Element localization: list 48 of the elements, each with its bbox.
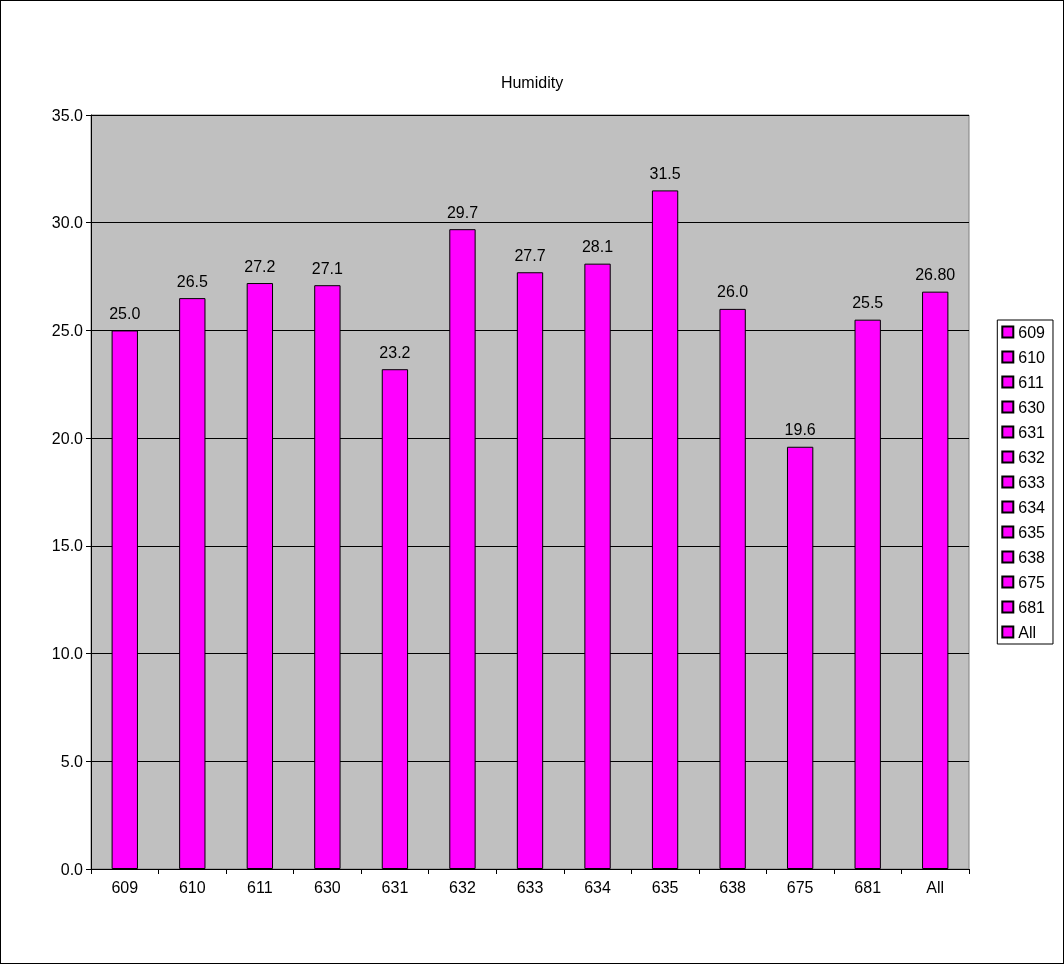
legend-label: 681 [1018,598,1046,616]
legend-label: 638 [1018,548,1046,566]
x-tick-label: 634 [584,878,611,896]
legend-label: 635 [1018,523,1046,541]
data-label: 31.5 [649,164,681,182]
legend-label: 675 [1018,573,1046,591]
y-tick-label: 15.0 [51,537,84,555]
x-tick-label: 632 [449,878,476,896]
x-tick-label: All [926,878,945,896]
x-tick-label: 675 [786,878,814,896]
legend-label: 632 [1018,448,1046,466]
data-label: 27.2 [244,257,276,275]
data-label: 19.6 [784,421,816,439]
legend-label: 609 [1018,323,1046,341]
legend-label: 630 [1018,398,1046,416]
legend-label: 611 [1018,373,1044,391]
data-label: 26.0 [717,283,749,301]
x-tick-label: 635 [651,878,679,896]
x-tick-label: 611 [247,878,273,896]
legend-label: 634 [1018,498,1046,516]
legend-label: 633 [1018,473,1046,491]
chart-title: Humidity [500,73,564,91]
y-tick-label: 25.0 [51,321,84,339]
x-tick-label: 630 [314,878,341,896]
y-tick-label: 20.0 [51,429,84,447]
legend-label: 610 [1018,348,1046,366]
data-label: 27.7 [514,246,546,264]
x-tick-label: 633 [516,878,544,896]
data-label: 26.80 [915,266,956,284]
data-label: 28.1 [581,238,614,256]
data-label: 23.2 [379,343,411,361]
y-tick-label: 0.0 [60,860,84,878]
data-label: 29.7 [446,203,479,221]
legend-label: 631 [1018,423,1046,441]
x-tick-label: 631 [381,878,409,896]
y-tick-label: 30.0 [51,214,84,232]
y-tick-label: 5.0 [60,752,84,770]
x-tick-label: 610 [178,878,206,896]
y-tick-label: 10.0 [51,645,84,663]
data-label: 26.5 [176,272,208,290]
x-tick-label: 638 [719,878,747,896]
x-tick-label: 609 [111,878,139,896]
data-label: 25.5 [852,294,884,312]
data-label: 27.1 [311,259,344,277]
legend-label: All [1018,623,1037,641]
x-tick-label: 681 [854,878,882,896]
y-tick-label: 35.0 [51,106,84,124]
data-label: 25.0 [109,304,141,322]
